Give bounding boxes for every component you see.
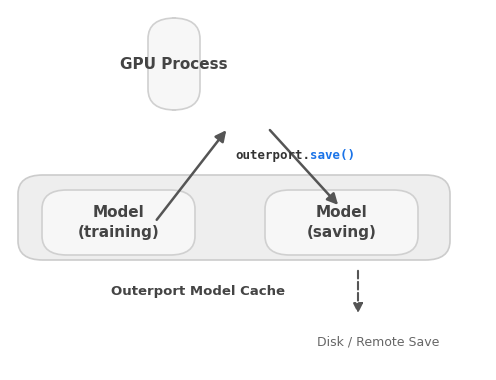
FancyBboxPatch shape: [42, 190, 195, 255]
Text: outerport.: outerport.: [235, 149, 310, 162]
FancyBboxPatch shape: [18, 175, 450, 260]
FancyBboxPatch shape: [148, 18, 200, 110]
Text: Outerport Model Cache: Outerport Model Cache: [111, 285, 285, 298]
Text: Model
(saving): Model (saving): [307, 205, 376, 240]
FancyBboxPatch shape: [265, 190, 418, 255]
Text: GPU Process: GPU Process: [120, 57, 228, 71]
Text: Model
(training): Model (training): [78, 205, 159, 240]
Text: save(): save(): [310, 149, 355, 162]
Text: Disk / Remote Save: Disk / Remote Save: [317, 336, 439, 348]
